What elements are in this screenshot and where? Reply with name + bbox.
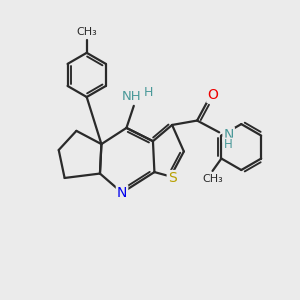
Text: CH₃: CH₃: [76, 27, 97, 37]
Text: H: H: [224, 138, 233, 151]
Text: S: S: [168, 171, 176, 185]
Text: H: H: [144, 86, 153, 99]
Text: N: N: [224, 128, 234, 142]
Text: N: N: [117, 186, 127, 200]
Text: O: O: [207, 88, 218, 102]
Text: CH₃: CH₃: [202, 174, 223, 184]
Text: NH: NH: [122, 90, 141, 103]
